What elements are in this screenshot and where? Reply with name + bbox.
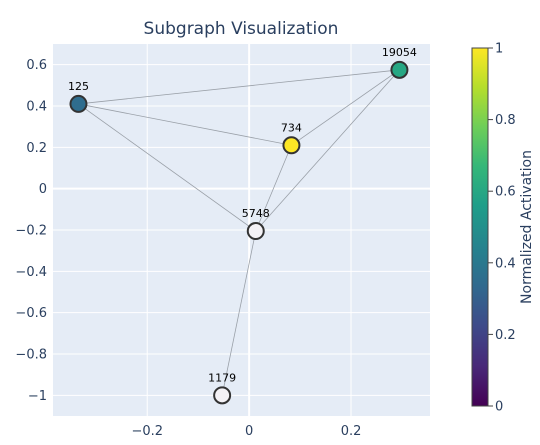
node-label-734: 734 xyxy=(281,121,302,134)
x-tick-label: 0.2 xyxy=(341,424,362,439)
y-tick-label: −0.6 xyxy=(15,306,47,321)
y-tick-label: −0.2 xyxy=(15,224,47,239)
y-tick-label: 0.6 xyxy=(26,58,47,73)
node-19054[interactable] xyxy=(390,60,409,79)
nodes xyxy=(69,60,409,405)
edge-125-734 xyxy=(78,103,292,146)
y-tick-label: 0 xyxy=(39,182,47,197)
colorbar-tick-label: 0 xyxy=(495,400,503,415)
edge-19054-5748 xyxy=(255,69,400,232)
edge-19054-734 xyxy=(291,69,400,146)
colorbar-title: Normalized Activation xyxy=(519,150,535,304)
x-tick-label: −0.2 xyxy=(131,424,163,439)
node-1179[interactable] xyxy=(213,386,232,405)
y-tick-label: −0.4 xyxy=(15,265,47,280)
y-tick-label: 0.4 xyxy=(26,100,47,115)
edge-734-5748 xyxy=(255,145,292,232)
chart-title: Subgraph Visualization xyxy=(144,19,339,39)
x-axis-ticks: −0.2 0 0.2 xyxy=(131,424,361,439)
node-5748[interactable] xyxy=(246,222,265,241)
node-labels: 125 19054 734 5748 1179 xyxy=(68,46,417,385)
node-label-5748: 5748 xyxy=(242,207,270,220)
node-734[interactable] xyxy=(282,136,301,155)
x-tick-label: 0 xyxy=(245,424,253,439)
colorbar-tick-label: 0.4 xyxy=(495,256,516,271)
node-label-125: 125 xyxy=(68,80,89,93)
edge-125-19054 xyxy=(78,69,400,105)
edges xyxy=(78,69,400,396)
colorbar xyxy=(471,47,489,407)
colorbar-tick-label: 0.6 xyxy=(495,185,516,200)
y-tick-label: −0.8 xyxy=(15,348,47,363)
node-label-19054: 19054 xyxy=(382,46,417,59)
edge-125-5748 xyxy=(78,103,256,232)
node-label-1179: 1179 xyxy=(208,371,236,384)
y-axis-ticks: −1 −0.8 −0.6 −0.4 −0.2 0 0.2 0.4 0.6 xyxy=(15,58,47,404)
colorbar-tick-label: 1 xyxy=(495,42,503,57)
node-125[interactable] xyxy=(69,94,88,113)
y-tick-label: −1 xyxy=(28,389,47,404)
colorbar-tick-label: 0.2 xyxy=(495,328,516,343)
colorbar-tick-label: 0.8 xyxy=(495,113,516,128)
y-tick-label: 0.2 xyxy=(26,141,47,156)
colorbar-ticks: 0 0.2 0.4 0.6 0.8 1 xyxy=(488,42,516,415)
edge-5748-1179 xyxy=(221,230,257,396)
